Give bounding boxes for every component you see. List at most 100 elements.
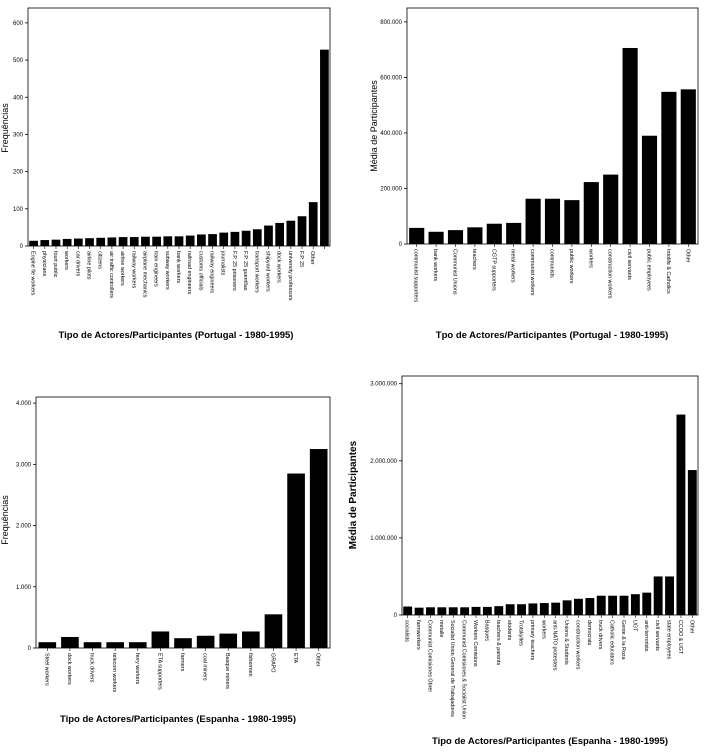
y-tick-label: 0	[399, 242, 403, 248]
y-tick-label: 500	[13, 58, 24, 64]
x-tick-label: dock workers	[276, 251, 282, 283]
bar	[61, 636, 79, 648]
x-tick-label: GRAPO	[269, 653, 275, 672]
y-tick-label: 1.000.000	[370, 536, 397, 542]
x-tick-label: Communist Comisiones & Socialist Union	[461, 620, 467, 719]
y-tick-label: 1.000	[16, 585, 32, 591]
x-tick-label: UGT	[631, 620, 637, 632]
bar	[494, 606, 504, 615]
bar	[152, 236, 161, 246]
bar	[163, 236, 173, 246]
y-axis-title: Frequências	[0, 495, 10, 545]
x-tick-label: railway workers	[130, 251, 136, 288]
y-tick-label: 3.000	[16, 462, 32, 468]
bar	[467, 227, 483, 244]
x-tick-label: air traffic controllers	[108, 251, 114, 298]
y-tick-label: 3.000.000	[370, 382, 397, 388]
x-tick-label: Intolife & Catholics	[665, 249, 671, 294]
plot-frame	[35, 396, 331, 649]
bar	[447, 230, 464, 244]
x-tick-label: CGTP supporters	[490, 249, 496, 291]
y-axis-title: Média de Participantes	[369, 80, 379, 172]
bar	[448, 607, 458, 615]
x-tick-label: workers	[587, 248, 593, 268]
bar	[174, 638, 192, 648]
x-tick-label: Other	[309, 251, 315, 265]
x-tick-label: customs officials	[197, 251, 203, 291]
x-tick-label: Gente & la Roza	[620, 620, 626, 660]
bar	[460, 607, 470, 615]
x-tick-label: Other	[315, 653, 321, 667]
x-tick-label: teachers	[471, 249, 477, 270]
bar	[426, 607, 435, 615]
x-tick-label: CCOO & UGT	[677, 620, 683, 655]
bar	[208, 234, 217, 246]
x-tick-label: workers	[540, 619, 546, 639]
x-axis-title: Tipo de Actores/Participantes (Espanha -…	[60, 714, 296, 725]
x-tick-label: Basques	[483, 620, 489, 641]
y-tick-label: 0	[20, 244, 24, 250]
bar	[482, 606, 492, 615]
bar	[562, 600, 572, 615]
x-tick-label: F.P. 25	[298, 251, 304, 267]
x-tick-label: airplane mechanics	[141, 251, 147, 298]
bar	[471, 606, 481, 615]
bar	[676, 414, 686, 615]
x-tick-label: Communist Unions	[452, 249, 458, 295]
y-tick-label: 4.000	[16, 401, 32, 407]
bar	[83, 642, 102, 648]
bar	[219, 232, 229, 246]
x-tick-label: F.P. 25 prisoners	[231, 251, 237, 291]
bar	[51, 239, 61, 246]
x-tick-label: car drivers	[74, 251, 80, 276]
bar	[219, 633, 238, 648]
x-tick-label: journalists	[220, 250, 226, 276]
bar	[38, 642, 57, 648]
y-tick-label: 200.000	[380, 186, 402, 192]
y-tick-label: 600.000	[380, 75, 402, 81]
bar	[275, 222, 285, 246]
x-tick-label: airline pilots	[86, 251, 92, 280]
x-tick-label: Basque miners	[224, 653, 230, 689]
x-tick-label: Trotskyites	[518, 620, 524, 646]
y-tick-label: 2.000	[16, 524, 32, 530]
x-tick-label: physicians	[41, 251, 47, 276]
bar	[252, 229, 262, 246]
bar	[585, 598, 595, 615]
x-axis-title: Tipo de Actores/Participantes (Portugal …	[59, 330, 294, 341]
x-axis-title: Tipo de Actores/Participantes (Espanha -…	[432, 736, 668, 747]
bar	[630, 594, 640, 615]
y-axis-title: Frequências	[0, 103, 10, 153]
x-tick-label: state employees	[666, 620, 672, 660]
x-tick-label: Communist Comisiones Obrer	[426, 620, 432, 692]
bar	[403, 606, 413, 615]
bar	[608, 595, 618, 615]
bar	[687, 470, 697, 615]
bar	[539, 603, 549, 615]
bar	[129, 237, 139, 246]
y-tick-label: 300	[13, 132, 24, 138]
bar	[107, 237, 117, 246]
x-tick-label: citizens	[97, 251, 103, 269]
x-tick-label: workers	[63, 250, 69, 270]
x-tick-label: dock workers	[66, 653, 72, 685]
bar	[642, 592, 652, 615]
bar	[437, 607, 447, 615]
y-tick-label: 400.000	[380, 131, 402, 137]
bar	[428, 231, 444, 244]
bar	[287, 473, 305, 648]
x-tick-label: anti-terrorists	[643, 620, 649, 652]
bar	[603, 174, 619, 244]
y-tick-label: 0	[28, 646, 32, 652]
y-tick-label: 600	[13, 21, 24, 27]
chart-portugal-mean-participants: 0 200.000 400.000 600.000 800.000 communist s…	[369, 7, 699, 341]
bar	[665, 576, 674, 615]
bar	[197, 234, 206, 246]
y-tick-label: 2.000.000	[370, 459, 397, 465]
bar	[641, 135, 658, 244]
x-tick-label: train engineers	[153, 251, 159, 287]
x-tick-label: fishermen	[247, 653, 253, 677]
x-tick-label: fourt public	[52, 251, 58, 278]
bar	[128, 642, 147, 648]
bar	[297, 216, 307, 246]
